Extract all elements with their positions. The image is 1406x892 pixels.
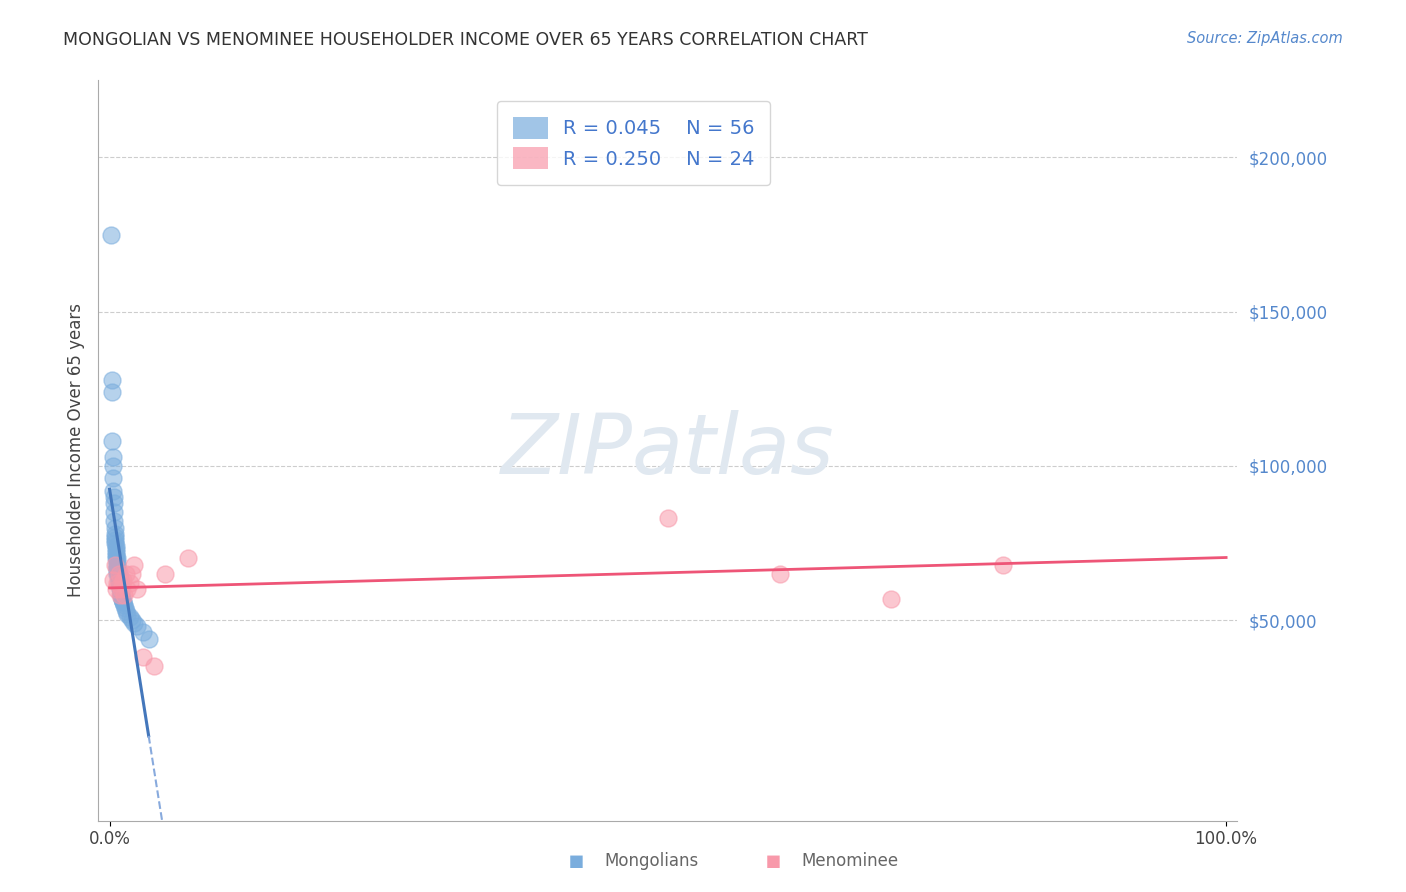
Y-axis label: Householder Income Over 65 years: Householder Income Over 65 years: [66, 303, 84, 598]
Point: [103, 496, 125, 510]
Text: MONGOLIAN VS MENOMINEE HOUSEHOLDER INCOME OVER 65 YEARS CORRELATION CHART: MONGOLIAN VS MENOMINEE HOUSEHOLDER INCOM…: [63, 31, 868, 49]
Point: [104, 533, 127, 547]
Point: [127, 582, 149, 597]
Point: [111, 576, 134, 591]
Point: [117, 582, 139, 597]
Point: [115, 604, 138, 618]
Point: [101, 434, 124, 449]
Point: [104, 558, 127, 572]
Point: [118, 576, 141, 591]
Point: [101, 483, 124, 498]
Point: [122, 616, 145, 631]
Point: [105, 539, 128, 553]
Point: [107, 576, 129, 591]
Point: [110, 582, 132, 597]
Point: [108, 579, 131, 593]
Point: [108, 582, 131, 597]
Point: [101, 458, 124, 473]
Point: [110, 589, 132, 603]
Point: [107, 566, 129, 581]
Point: [105, 582, 128, 597]
Point: [138, 632, 160, 646]
Point: [104, 520, 127, 534]
Point: [107, 554, 129, 569]
Text: ▪: ▪: [765, 849, 782, 872]
Point: [112, 589, 135, 603]
Point: [768, 566, 790, 581]
Point: [104, 536, 127, 550]
Text: ZIPatlas: ZIPatlas: [501, 410, 835, 491]
Point: [110, 589, 132, 603]
Point: [103, 490, 125, 504]
Point: [132, 650, 155, 665]
Legend: R = 0.045    N = 56, R = 0.250    N = 24: R = 0.045 N = 56, R = 0.250 N = 24: [498, 101, 770, 185]
Point: [101, 450, 124, 464]
Point: [991, 558, 1014, 572]
Point: [122, 558, 145, 572]
Point: [110, 582, 132, 597]
Point: [108, 579, 131, 593]
Point: [105, 542, 128, 557]
Point: [108, 576, 131, 591]
Point: [127, 619, 149, 633]
Point: [107, 560, 129, 574]
Text: ▪: ▪: [568, 849, 585, 872]
Point: [108, 589, 131, 603]
Point: [101, 573, 124, 587]
Point: [107, 576, 129, 591]
Point: [104, 526, 127, 541]
Point: [177, 551, 200, 566]
Point: [101, 384, 124, 399]
Point: [107, 551, 129, 566]
Text: Menominee: Menominee: [801, 852, 898, 870]
Point: [143, 659, 166, 673]
Point: [107, 573, 129, 587]
Point: [118, 610, 141, 624]
Point: [104, 530, 127, 544]
Point: [121, 566, 143, 581]
Point: [107, 558, 129, 572]
Point: [101, 471, 124, 485]
Point: [107, 570, 129, 584]
Point: [111, 594, 134, 608]
Point: [103, 505, 125, 519]
Point: [107, 566, 129, 581]
Point: [107, 573, 129, 587]
Point: [155, 566, 177, 581]
Point: [105, 545, 128, 559]
Point: [101, 372, 124, 386]
Point: [103, 515, 125, 529]
Point: [115, 566, 138, 581]
Point: [111, 591, 134, 606]
Point: [111, 573, 134, 587]
Text: Mongolians: Mongolians: [605, 852, 699, 870]
Point: [121, 613, 143, 627]
Point: [114, 600, 136, 615]
Point: [132, 625, 155, 640]
Point: [117, 607, 139, 621]
Point: [880, 591, 903, 606]
Point: [107, 566, 129, 581]
Point: [105, 551, 128, 566]
Point: [107, 560, 129, 574]
Point: [100, 227, 122, 242]
Text: Source: ZipAtlas.com: Source: ZipAtlas.com: [1187, 31, 1343, 46]
Point: [110, 585, 132, 599]
Point: [112, 598, 135, 612]
Point: [657, 511, 679, 525]
Point: [111, 594, 134, 608]
Point: [107, 564, 129, 578]
Point: [111, 591, 134, 606]
Point: [105, 549, 128, 563]
